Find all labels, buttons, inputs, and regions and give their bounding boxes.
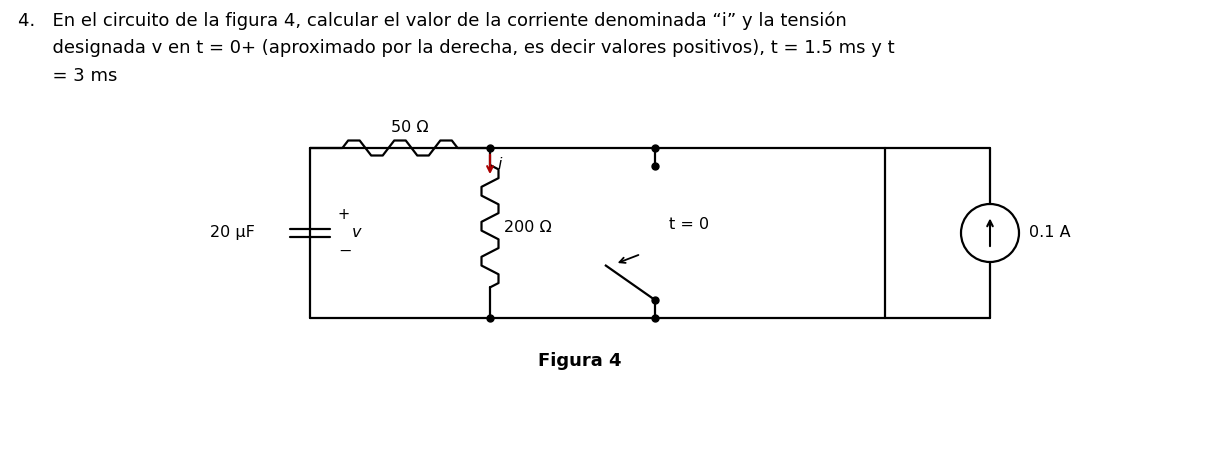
- Text: 200 Ω: 200 Ω: [504, 221, 552, 236]
- Text: t = 0: t = 0: [670, 217, 709, 232]
- Text: +: +: [338, 207, 350, 222]
- Text: 0.1 A: 0.1 A: [1029, 226, 1071, 241]
- Text: 20 μF: 20 μF: [211, 226, 255, 241]
- Text: i: i: [497, 157, 502, 172]
- Text: v: v: [353, 226, 361, 241]
- Text: Figura 4: Figura 4: [539, 352, 622, 370]
- Text: = 3 ms: = 3 ms: [18, 67, 118, 85]
- Text: designada v en t = 0+ (aproximado por la derecha, es decir valores positivos), t: designada v en t = 0+ (aproximado por la…: [18, 39, 895, 57]
- Text: 4.   En el circuito de la figura 4, calcular el valor de la corriente denominada: 4. En el circuito de la figura 4, calcul…: [18, 11, 847, 29]
- Text: −: −: [338, 244, 351, 259]
- Text: 50 Ω: 50 Ω: [392, 120, 428, 135]
